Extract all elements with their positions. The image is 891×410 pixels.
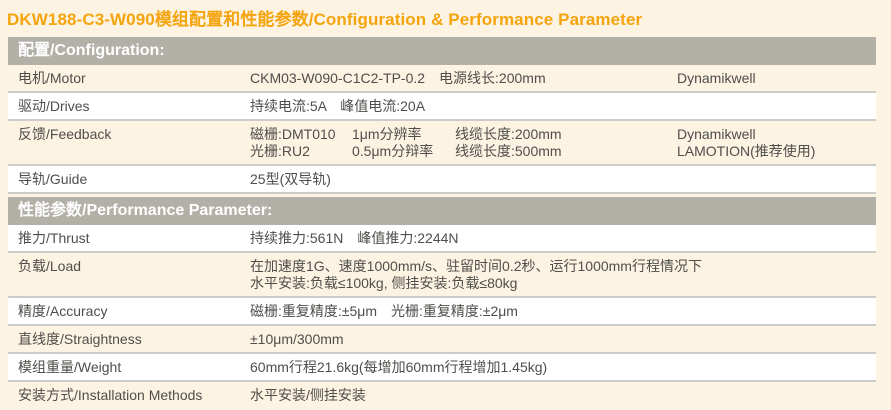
table-row-weight: 模组重量/Weight 60mm行程21.6kg(每增加60mm行程增加1.45…: [8, 354, 876, 382]
feedback-brand-line1: Dynamikwell: [677, 126, 756, 142]
row-brand: Dynamikwell LAMOTION(推荐使用): [677, 126, 876, 160]
feedback-resolution: 1μm分辨率: [352, 126, 422, 142]
table-row-installation: 安装方式/Installation Methods 水平安装/侧挂安装: [8, 382, 876, 408]
spec-table: 配置/Configuration: 电机/Motor CKM03-W090-C1…: [8, 37, 876, 408]
section-header-configuration: 配置/Configuration:: [8, 37, 876, 65]
table-row-feedback: 反馈/Feedback 磁栅:DMT010 1μm分辨率 线缆长度:200mm …: [8, 121, 876, 166]
row-value: 25型(双导轨): [250, 171, 331, 187]
row-label: 直线度/Straightness: [18, 331, 142, 347]
row-label: 模组重量/Weight: [18, 359, 122, 375]
row-label: 安装方式/Installation Methods: [18, 387, 203, 403]
row-value: 持续推力:561N 峰值推力:2244N: [250, 230, 459, 246]
row-value: CKM03-W090-C1C2-TP-0.2 电源线长:200mm: [250, 70, 546, 86]
row-label: 驱动/Drives: [18, 98, 90, 114]
row-value: ±10μm/300mm: [250, 331, 344, 347]
section-header-performance: 性能参数/Performance Parameter:: [8, 197, 876, 225]
feedback-cable: 线缆长度:500mm: [455, 143, 562, 159]
feedback-device: 光栅:RU2: [250, 143, 310, 159]
table-row-drives: 驱动/Drives 持续电流:5A 峰值电流:20A: [8, 93, 876, 121]
feedback-device: 磁栅:DMT010: [250, 126, 336, 142]
load-condition-line: 在加速度1G、速度1000mm/s、驻留时间0.2秒、运行1000mm行程情况下: [250, 258, 702, 274]
feedback-brand-line2: LAMOTION(推荐使用): [677, 143, 816, 159]
row-value: 磁栅:DMT010 1μm分辨率 线缆长度:200mm 光栅:RU2 0.5μm…: [250, 126, 677, 160]
feedback-detail-grid: 磁栅:DMT010 1μm分辨率 线缆长度:200mm 光栅:RU2 0.5μm…: [250, 126, 677, 160]
table-row-motor: 电机/Motor CKM03-W090-C1C2-TP-0.2 电源线长:200…: [8, 65, 876, 93]
load-capacity-line: 水平安装:负载≤100kg, 侧挂安装:负载≤80kg: [250, 275, 518, 291]
row-value: 在加速度1G、速度1000mm/s、驻留时间0.2秒、运行1000mm行程情况下…: [250, 258, 876, 292]
table-row-accuracy: 精度/Accuracy 磁栅:重复精度:±5μm 光栅:重复精度:±2μm: [8, 298, 876, 326]
page-title: DKW188-C3-W090模组配置和性能参数/Configuration & …: [7, 10, 643, 29]
row-label: 精度/Accuracy: [18, 303, 108, 319]
row-value: 磁栅:重复精度:±5μm 光栅:重复精度:±2μm: [250, 303, 518, 319]
table-row-thrust: 推力/Thrust 持续推力:561N 峰值推力:2244N: [8, 225, 876, 253]
row-label: 反馈/Feedback: [18, 126, 112, 142]
table-row-guide: 导轨/Guide 25型(双导轨): [8, 166, 876, 194]
table-row-load: 负载/Load 在加速度1G、速度1000mm/s、驻留时间0.2秒、运行100…: [8, 253, 876, 298]
row-label: 推力/Thrust: [18, 230, 90, 246]
row-label: 导轨/Guide: [18, 171, 88, 187]
row-brand: Dynamikwell: [677, 70, 756, 86]
row-value: 持续电流:5A 峰值电流:20A: [250, 98, 426, 114]
row-label: 负载/Load: [18, 258, 82, 274]
feedback-cable: 线缆长度:200mm: [455, 126, 562, 142]
feedback-resolution: 0.5μm分辩率: [352, 143, 434, 159]
table-row-straightness: 直线度/Straightness ±10μm/300mm: [8, 326, 876, 354]
row-value: 60mm行程21.6kg(每增加60mm行程增加1.45kg): [250, 359, 548, 375]
row-label: 电机/Motor: [18, 70, 86, 86]
row-value: 水平安装/侧挂安装: [250, 387, 366, 403]
